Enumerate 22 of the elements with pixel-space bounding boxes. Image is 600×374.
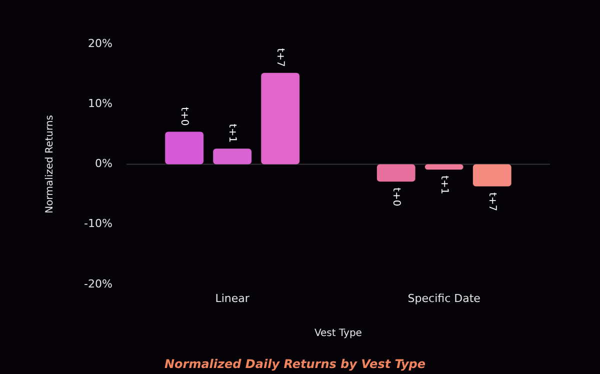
y-axis-title: Normalized Returns [44, 115, 56, 214]
x-tick-label: Linear [215, 292, 250, 305]
text: t+7 [274, 48, 286, 67]
text: t+0 [390, 188, 402, 206]
y-tick-label: 10% [88, 96, 112, 110]
y-tick-label: 20% [88, 36, 112, 50]
bar [261, 72, 300, 164]
y-tick-label: 0% [94, 157, 112, 170]
bar [376, 164, 416, 182]
y-tick-label: -20% [84, 277, 112, 290]
text: t+1 [226, 124, 238, 143]
text: t+1 [438, 176, 450, 194]
y-tick-label: -10% [84, 217, 112, 230]
text: Normalized Daily Returns by Vest Type [164, 356, 426, 371]
bar [472, 164, 512, 186]
text: t+7 [486, 192, 498, 212]
bar [424, 164, 464, 170]
x-axis-title: Vest Type [314, 328, 362, 340]
bar [213, 148, 252, 164]
text: t+0 [178, 107, 190, 126]
x-tick-label: Specific Date [408, 292, 481, 305]
bar [165, 132, 204, 164]
